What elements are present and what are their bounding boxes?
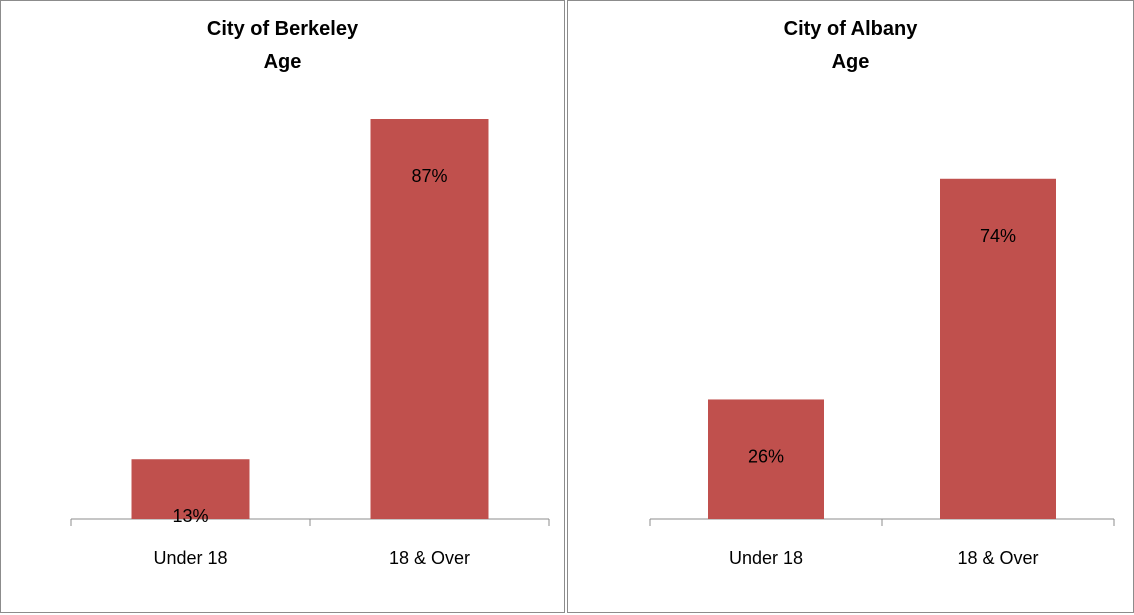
albany-x-tick-label-18-and-over: 18 & Over xyxy=(957,548,1038,568)
albany-bar-18-and-over xyxy=(940,178,1056,519)
berkeley-age-chart: City of Berkeley Age 13% Under 18 87% 18 & Ov… xyxy=(0,0,565,613)
albany-age-chart: City of Albany Age 26% Under 18 74% 18 & Over xyxy=(567,0,1134,613)
albany-data-label-under-18: 26% xyxy=(748,446,784,466)
berkeley-chart-title-line-1: Age xyxy=(264,51,302,73)
albany-data-label-18-and-over: 74% xyxy=(980,226,1016,246)
berkeley-chart-svg: City of Berkeley Age 13% Under 18 87% 18 & Ov… xyxy=(70,18,550,568)
albany-bar-under-18 xyxy=(708,399,824,519)
albany-chart-title-line-1: Age xyxy=(832,51,870,73)
berkeley-bar-18-and-over xyxy=(370,119,489,519)
albany-x-tick-label-under-18: Under 18 xyxy=(729,548,803,568)
berkeley-x-tick-label-under-18: Under 18 xyxy=(153,548,227,568)
albany-chart-title-line-0: City of Albany xyxy=(784,18,919,40)
berkeley-bar-under-18 xyxy=(131,459,250,519)
berkeley-data-label-under-18: 13% xyxy=(172,506,208,526)
berkeley-chart-title-line-0: City of Berkeley xyxy=(207,18,359,40)
berkeley-data-label-18-and-over: 87% xyxy=(411,166,447,186)
albany-chart-svg: City of Albany Age 26% Under 18 74% 18 & Over xyxy=(649,18,1115,568)
berkeley-x-tick-label-18-and-over: 18 & Over xyxy=(389,548,470,568)
